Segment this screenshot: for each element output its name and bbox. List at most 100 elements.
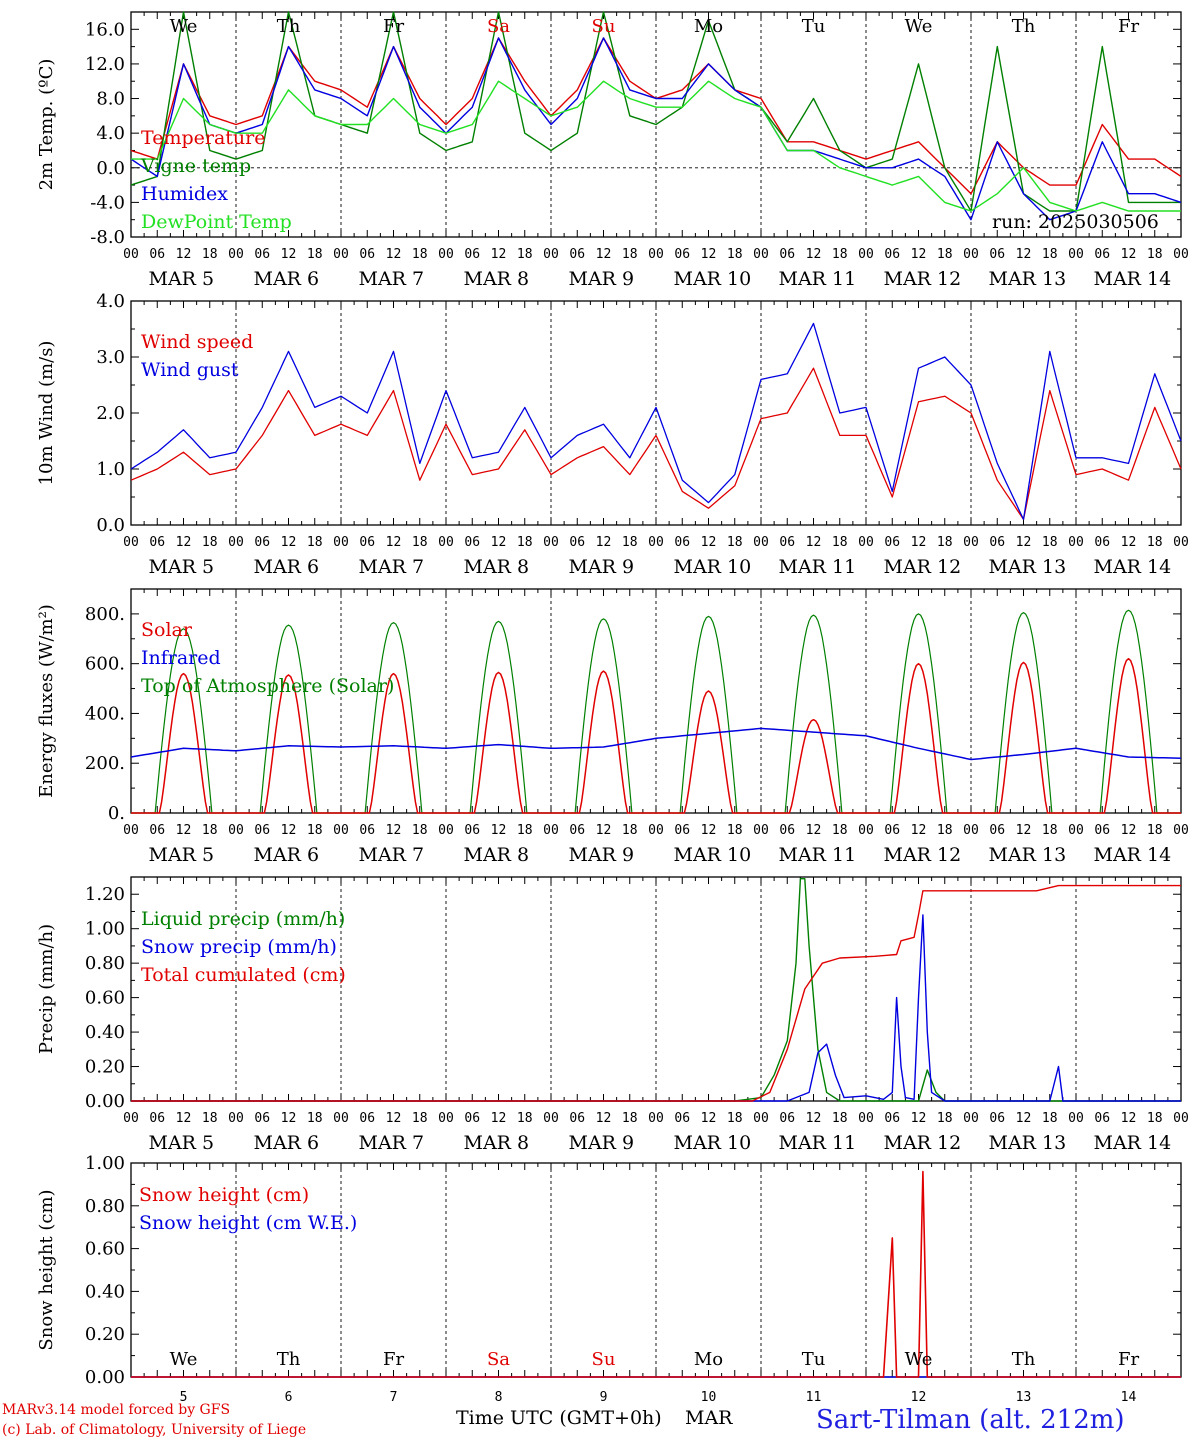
y-tick-label: 0.0 <box>96 515 125 536</box>
y-tick-label: 0.40 <box>85 1281 125 1302</box>
date-label: MAR 7 <box>359 556 425 578</box>
day-label: Tu <box>802 16 826 37</box>
day-label: Fr <box>383 1349 404 1370</box>
hour-tick-label: 18 <box>202 535 218 550</box>
date-label: MAR 13 <box>989 556 1067 578</box>
precip-series-line <box>131 884 1181 1102</box>
legend-entry: Liquid precip (mm/h) <box>141 908 345 930</box>
hour-tick-label: 06 <box>464 823 480 838</box>
hour-tick-label: 18 <box>937 247 953 262</box>
hour-tick-label: 00 <box>858 247 874 262</box>
y-tick-label: 1.00 <box>85 919 125 940</box>
hour-tick-label: 00 <box>963 823 979 838</box>
chart-texts: 16.0 12.0 8.0 4.0 0.0 -4.0 -8.0 2m Temp. (ºC) 00… <box>36 16 1189 1405</box>
date-label: MAR 5 <box>149 1132 215 1154</box>
hour-tick-label: 18 <box>937 535 953 550</box>
date-label: MAR 9 <box>569 844 635 866</box>
day-label: We <box>170 16 198 37</box>
hour-tick-label: 00 <box>1068 823 1084 838</box>
day-label: We <box>905 16 933 37</box>
hour-tick-label: 06 <box>1094 535 1110 550</box>
hour-tick-label: 18 <box>727 247 743 262</box>
hour-tick-label: 00 <box>963 535 979 550</box>
hour-tick-label: 18 <box>517 823 533 838</box>
legend-entry: Snow height (cm W.E.) <box>139 1212 357 1234</box>
hour-tick-label: 12 <box>806 535 822 550</box>
hour-tick-label: 06 <box>569 823 585 838</box>
hour-tick-label: 18 <box>937 823 953 838</box>
panel-frame <box>130 300 1182 526</box>
hour-tick-label: 18 <box>832 247 848 262</box>
hour-tick-label: 12 <box>386 535 402 550</box>
date-label: MAR 5 <box>149 844 215 866</box>
date-label: MAR 11 <box>779 556 857 578</box>
date-label: MAR 11 <box>779 268 857 290</box>
hour-tick-label: 00 <box>123 247 139 262</box>
hour-tick-label: 06 <box>674 535 690 550</box>
date-number-label: 12 <box>911 1390 927 1405</box>
hour-tick-label: 12 <box>491 823 507 838</box>
snow-series-line <box>131 1170 1181 1378</box>
footer-lab: (c) Lab. of Climatology, University of L… <box>2 1422 306 1438</box>
day-label: Fr <box>383 16 404 37</box>
hour-tick-label: 00 <box>858 823 874 838</box>
hour-tick-label: 18 <box>412 1111 428 1126</box>
hour-tick-label: 12 <box>176 1111 192 1126</box>
day-label: Th <box>1012 16 1036 37</box>
hour-tick-label: 00 <box>753 535 769 550</box>
hour-tick-label: 00 <box>648 535 664 550</box>
hour-tick-label: 12 <box>806 1111 822 1126</box>
hour-tick-label: 18 <box>1042 247 1058 262</box>
solar-line <box>131 657 1181 814</box>
date-number-label: 5 <box>180 1390 188 1405</box>
date-number-label: 8 <box>495 1390 503 1405</box>
hour-tick-label: 18 <box>1147 1111 1163 1126</box>
hour-tick-label: 18 <box>727 823 743 838</box>
y-tick-label: 12.0 <box>85 54 125 75</box>
day-label: Fr <box>1118 1349 1139 1370</box>
hour-tick-label: 18 <box>412 823 428 838</box>
date-number-label: 7 <box>390 1390 398 1405</box>
hour-tick-label: 18 <box>1042 823 1058 838</box>
date-number-label: 9 <box>600 1390 608 1405</box>
legend-entry: Total cumulated (cm) <box>141 964 346 986</box>
hour-tick-label: 00 <box>753 823 769 838</box>
date-label: MAR 7 <box>359 268 425 290</box>
hour-tick-label: 00 <box>1173 247 1189 262</box>
hour-tick-label: 00 <box>648 247 664 262</box>
run-label: run: 2025030506 <box>992 211 1159 233</box>
y-tick-label: 3.0 <box>96 347 125 368</box>
date-label: MAR 13 <box>989 1132 1067 1154</box>
day-label: Fr <box>1118 16 1139 37</box>
hour-tick-label: 00 <box>123 823 139 838</box>
hour-tick-label: 00 <box>438 535 454 550</box>
date-label: MAR 14 <box>1094 268 1172 290</box>
legend-entry: Temperature <box>141 127 265 149</box>
hour-tick-label: 00 <box>648 823 664 838</box>
legend-entry: Snow height (cm) <box>139 1184 309 1206</box>
y-tick-label: 4.0 <box>96 123 125 144</box>
hour-tick-label: 12 <box>701 1111 717 1126</box>
hour-tick-label: 06 <box>359 247 375 262</box>
hour-tick-label: 12 <box>281 247 297 262</box>
hour-tick-label: 18 <box>1042 535 1058 550</box>
hour-tick-label: 06 <box>569 247 585 262</box>
hour-tick-label: 12 <box>1121 535 1137 550</box>
hour-tick-label: 12 <box>281 823 297 838</box>
hour-tick-label: 12 <box>701 247 717 262</box>
temperature-series-line <box>130 11 1181 212</box>
day-label: Mo <box>694 1349 723 1370</box>
legend-entry: Wind speed <box>141 331 253 353</box>
hour-tick-label: 06 <box>359 823 375 838</box>
hour-tick-label: 06 <box>674 1111 690 1126</box>
legend-entry: Solar <box>141 619 193 641</box>
date-label: MAR 14 <box>1094 556 1172 578</box>
hour-tick-label: 18 <box>517 1111 533 1126</box>
day-label: Tu <box>802 1349 826 1370</box>
temperature-series-line <box>131 80 1181 212</box>
hour-tick-label: 12 <box>701 823 717 838</box>
date-label: MAR 8 <box>464 844 530 866</box>
hour-tick-label: 00 <box>123 535 139 550</box>
wind-series-line <box>130 322 1182 521</box>
hour-tick-label: 12 <box>596 823 612 838</box>
